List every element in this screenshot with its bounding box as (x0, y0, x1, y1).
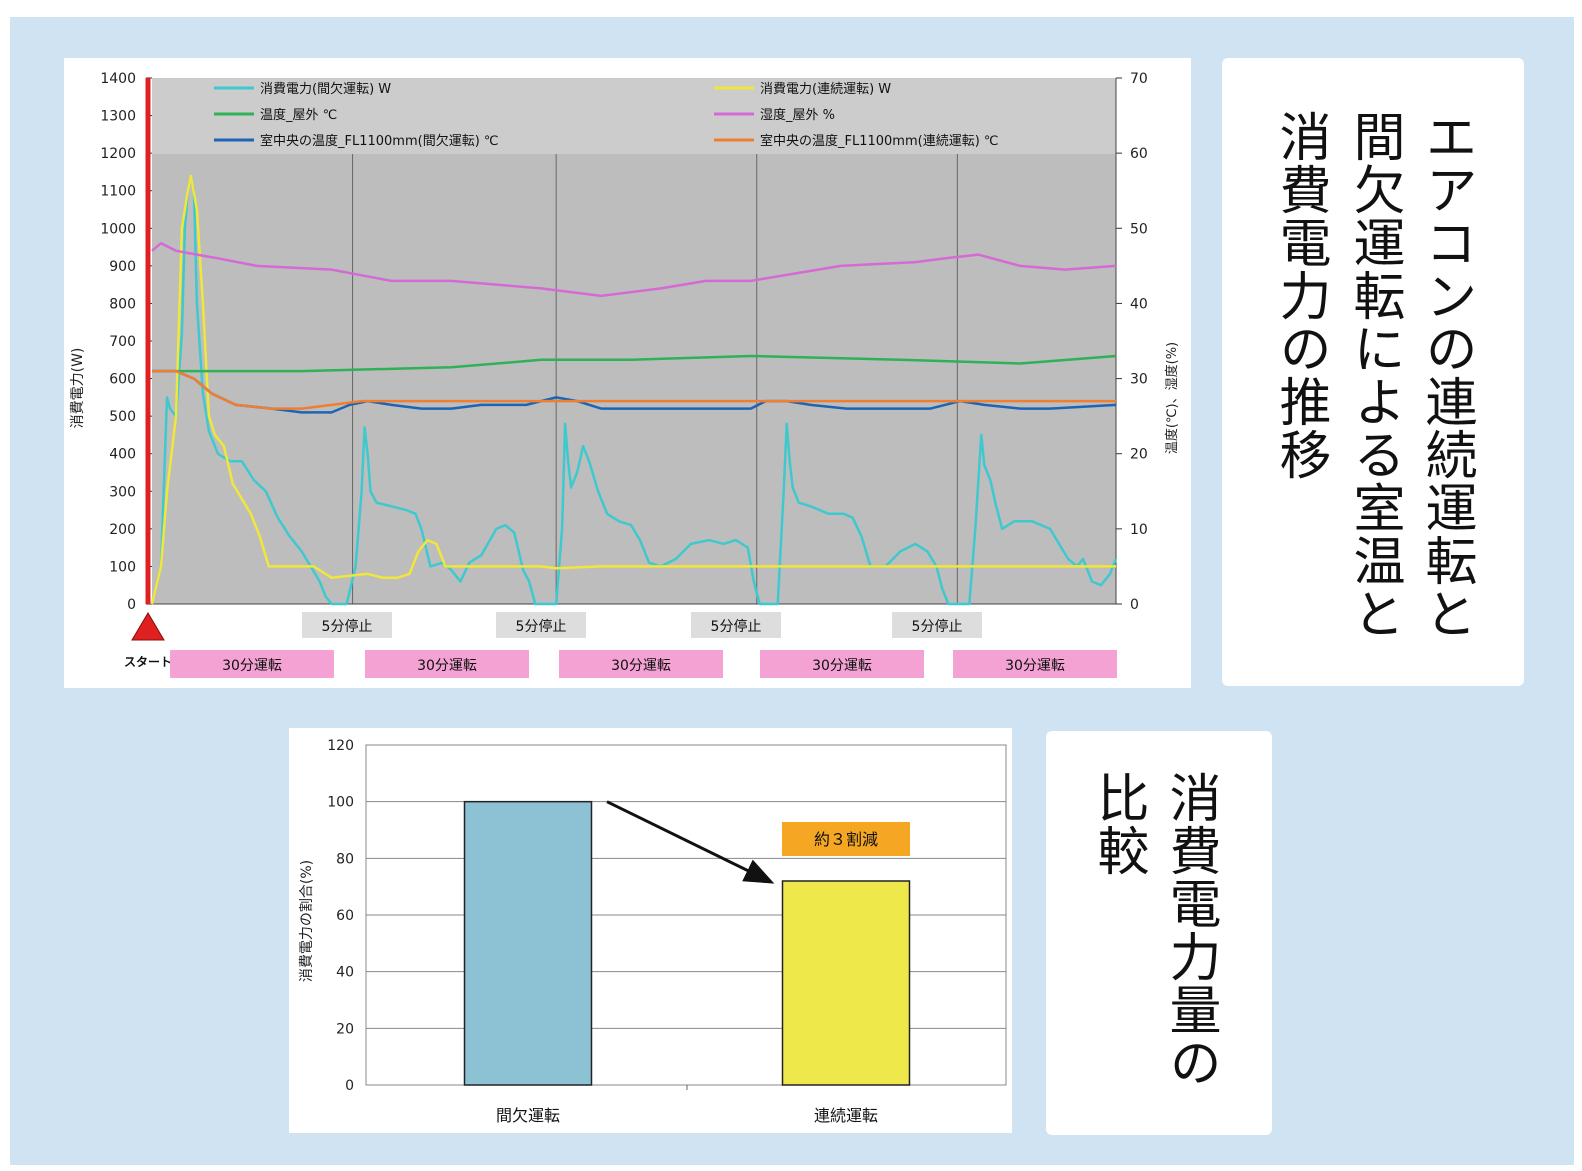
series-line (150, 174, 1118, 606)
start-triangle (131, 612, 165, 641)
reduction-arrow (606, 800, 775, 884)
bar-title-col-2: 比較 (1088, 771, 1148, 877)
left-axis-tick-label: 400 (109, 447, 136, 463)
right-axis-tick-label: 10 (1130, 522, 1148, 538)
bar-y-tick-label: 120 (327, 738, 354, 754)
right-axis-tick-label: 60 (1130, 146, 1148, 162)
start-label: スタート (124, 655, 172, 669)
left-axis-tick-label: 200 (109, 522, 136, 538)
bar-y-tick-label: 60 (336, 908, 354, 924)
left-axis-tick-label: 1400 (100, 71, 136, 87)
run-label-box (365, 650, 529, 678)
run-label: 30分運転 (1005, 658, 1065, 674)
legend-entry: 湿度_屋外 % (760, 107, 835, 123)
left-axis-tick-label: 1100 (100, 184, 136, 200)
bar-chart: 0 20 40 60 80 100 120 消費電力の割合(%) 間欠運転 連続運転 約３割減 (289, 728, 1012, 1133)
run-label: 30分運転 (611, 658, 671, 674)
left-axis-tick-label: 1200 (100, 146, 136, 162)
right-axis-tick-label: 20 (1130, 447, 1148, 463)
annotation-label: 約３割減 (814, 830, 878, 849)
line-chart-svg: 0100200300400500600700800900100011001200… (70, 71, 1180, 678)
run-label-box (559, 650, 723, 678)
left-axis-tick-label: 900 (109, 259, 136, 275)
bar (781, 880, 911, 1086)
series-line (150, 174, 1116, 605)
right-axis-tick-label: 70 (1130, 71, 1148, 87)
bar-y-tick-label: 100 (327, 795, 354, 811)
left-axis-label: 消費電力(W) (70, 348, 86, 429)
bar (463, 800, 593, 1086)
stop-label: 5分停止 (912, 618, 963, 635)
left-axis-tick-label: 700 (109, 334, 136, 350)
run-label-box (953, 650, 1117, 678)
line-title-col-3: 消費電力の推移 (1270, 110, 1330, 481)
left-axis-tick-label: 0 (127, 597, 136, 613)
right-axis-label: 温度(℃)、湿度(%) (1164, 342, 1180, 454)
left-axis-tick-label: 600 (109, 372, 136, 388)
line-title-col-2: 間欠運転による室温と (1344, 110, 1404, 640)
run-label-box (760, 650, 924, 678)
stop-label-box (302, 612, 392, 638)
stop-label: 5分停止 (322, 618, 373, 635)
bar-y-tick-label: 40 (336, 965, 354, 981)
right-axis-tick-label: 30 (1130, 372, 1148, 388)
series-line (152, 354, 1117, 373)
bar-category-label: 連続運転 (814, 1106, 878, 1125)
left-axis-tick-label: 100 (109, 559, 136, 575)
run-label: 30分運転 (417, 658, 477, 674)
left-axis-tick-label: 800 (109, 296, 136, 312)
bar-chart-title-card: 消費電力量の 比較 (1046, 731, 1272, 1135)
plot-area (152, 78, 1116, 604)
legend-area (152, 78, 1116, 154)
legend-entry: 温度_屋外 ℃ (260, 107, 337, 123)
stop-label: 5分停止 (711, 618, 762, 635)
legend-entry: 室中央の温度_FL1100mm(間欠運転) ℃ (260, 133, 499, 149)
bar-y-tick-label: 0 (345, 1078, 354, 1094)
right-axis-tick-label: 50 (1130, 221, 1148, 237)
right-axis-tick-label: 0 (1130, 597, 1139, 613)
run-label-box (170, 650, 334, 678)
right-axis-tick-label: 40 (1130, 296, 1148, 312)
run-label: 30分運転 (222, 658, 282, 674)
annotation-box (782, 822, 910, 856)
left-axis-tick-label: 1000 (100, 221, 136, 237)
line-chart: 0 100 200 300 400 500 600 700 800 900 1000 1100 1200… (64, 58, 1191, 688)
line-title-col-1: エアコンの連続運転と (1416, 110, 1476, 640)
bar-chart-svg: 0 20 40 60 80 100 120 消費電力の割合(%) 間欠運転 連続運転 約３割減 (298, 738, 1007, 1125)
left-axis-tick-label: 1300 (100, 109, 136, 125)
bar-y-axis-label: 消費電力の割合(%) (298, 860, 315, 982)
left-axis-tick-label: 500 (109, 409, 136, 425)
bar-category-label: 間欠運転 (496, 1106, 560, 1125)
left-axis-tick-label: 300 (109, 484, 136, 500)
stop-label-box (892, 612, 982, 638)
bar-y-tick-label: 20 (336, 1021, 354, 1037)
series-line (152, 369, 1116, 410)
line-chart-title-card: エアコンの連続運転と 間欠運転による室温と 消費電力の推移 (1222, 58, 1524, 686)
bar-title-col-1: 消費電力量の (1160, 771, 1220, 1089)
stop-label-box (691, 612, 781, 638)
stop-label: 5分停止 (516, 618, 567, 635)
stop-label-box (496, 612, 586, 638)
legend-entry: 室中央の温度_FL1100mm(連続運転) ℃ (760, 133, 999, 149)
series-line (151, 242, 1117, 298)
legend-entry: 消費電力(連続運転) W (760, 82, 891, 97)
legend-entry: 消費電力(間欠運転) W (260, 81, 391, 97)
bar-y-tick-label: 80 (336, 851, 354, 867)
run-label: 30分運転 (812, 658, 872, 674)
